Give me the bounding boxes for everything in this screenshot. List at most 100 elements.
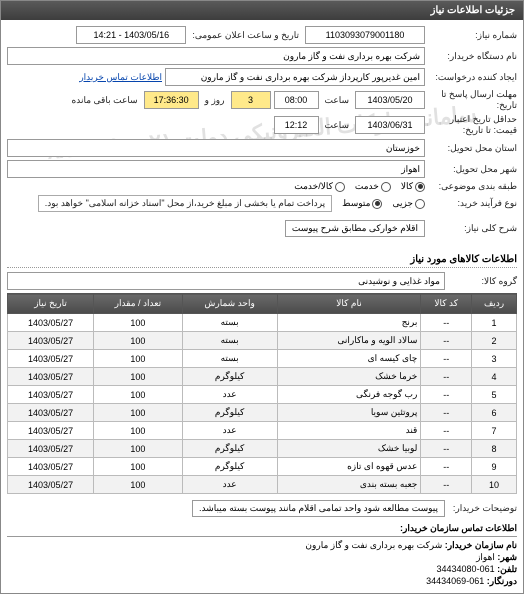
table-col-header: کد کالا <box>421 294 472 314</box>
table-cell: 100 <box>94 368 183 386</box>
send-deadline-days-label: روز و <box>202 95 228 106</box>
table-row: 9--عدس قهوه ای تازهکیلوگرم1001403/05/27 <box>8 458 517 476</box>
table-cell: 1403/05/27 <box>8 422 94 440</box>
table-cell: 7 <box>472 422 517 440</box>
send-deadline-days[interactable] <box>231 91 271 109</box>
city-label: شهر محل تحویل: <box>425 164 517 175</box>
table-cell: بسته <box>182 350 277 368</box>
city-field[interactable] <box>7 160 425 178</box>
proc-type-option-label: متوسط <box>342 198 370 209</box>
item-type-option-label: کالا/خدمت <box>294 181 333 192</box>
province-field[interactable] <box>7 139 425 157</box>
item-type-option-label: خدمت <box>355 181 379 192</box>
table-cell: 100 <box>94 332 183 350</box>
footer-tel-k: تلفن: <box>497 564 517 574</box>
table-row: 10--جعبه بسته بندیعدد1001403/05/27 <box>8 476 517 494</box>
footer-tel-v: 061-34434080 <box>437 564 495 574</box>
goods-group-field[interactable] <box>7 272 445 290</box>
table-cell: 3 <box>472 350 517 368</box>
announce-datetime-label: تاریخ و ساعت اعلان عمومی: <box>189 30 302 41</box>
send-deadline-date[interactable] <box>355 91 425 109</box>
table-cell: 100 <box>94 440 183 458</box>
table-row: 2--سالاد الویه و ماکارانیبسته1001403/05/… <box>8 332 517 350</box>
need-details-panel: جزئیات اطلاعات نیاز سامانه تدارکات الکتر… <box>0 0 524 594</box>
items-table: ردیفکد کالانام کالاواحد شمارشتعداد / مقد… <box>7 293 517 494</box>
panel-title: جزئیات اطلاعات نیاز <box>1 1 523 20</box>
footer-contact: اطلاعات تماس سازمان خریدار: نام سازمان خ… <box>7 523 517 587</box>
min-validity-time[interactable] <box>274 116 319 134</box>
radio-icon <box>381 182 391 192</box>
send-deadline-remain-label: ساعت باقی مانده <box>69 95 141 106</box>
table-row: 8--لوبیا خشککیلوگرم1001403/05/27 <box>8 440 517 458</box>
announce-datetime-field[interactable] <box>76 26 186 44</box>
proc-type-note: پرداخت تمام یا بخشی از مبلغ خرید،از محل … <box>38 195 332 212</box>
table-cell: 5 <box>472 386 517 404</box>
footer-fax-v: 061-34434069 <box>426 576 484 586</box>
table-cell: 1403/05/27 <box>8 314 94 332</box>
table-cell: 1403/05/27 <box>8 476 94 494</box>
item-type-option-1[interactable]: خدمت <box>355 181 391 192</box>
send-deadline-time[interactable] <box>274 91 319 109</box>
creator-field[interactable] <box>165 68 425 86</box>
table-body: 1--برنجبسته1001403/05/272--سالاد الویه و… <box>8 314 517 494</box>
table-cell: سالاد الویه و ماکارانی <box>277 332 421 350</box>
item-type-option-0[interactable]: کالا <box>401 181 425 192</box>
table-cell: 100 <box>94 314 183 332</box>
table-cell: -- <box>421 404 472 422</box>
general-desc-label: شرح کلی نیاز: <box>425 223 517 234</box>
table-cell: -- <box>421 350 472 368</box>
table-cell: پروتئین سویا <box>277 404 421 422</box>
table-cell: 1 <box>472 314 517 332</box>
table-cell: برنج <box>277 314 421 332</box>
proc-type-option-label: جزیی <box>392 198 413 209</box>
need-number-field[interactable] <box>305 26 425 44</box>
table-cell: 1403/05/27 <box>8 350 94 368</box>
table-row: 1--برنجبسته1001403/05/27 <box>8 314 517 332</box>
org-name-field[interactable] <box>7 47 425 65</box>
table-cell: 100 <box>94 386 183 404</box>
table-cell: بسته <box>182 314 277 332</box>
table-cell: -- <box>421 332 472 350</box>
footer-city-v: اهواز <box>476 552 495 562</box>
general-desc-value: اقلام خوارکی مطابق شرح پیوست <box>285 220 425 237</box>
footer-title: اطلاعات تماس سازمان خریدار: <box>7 523 517 537</box>
buyer-notes-value: پیوست مطالعه شود واحد تمامی اقلام مانند … <box>192 500 445 517</box>
proc-type-option-0[interactable]: جزیی <box>392 198 425 209</box>
table-cell: قند <box>277 422 421 440</box>
table-cell: 1403/05/27 <box>8 332 94 350</box>
proc-type-group: جزیی متوسط پرداخت تمام یا بخشی از مبلغ خ… <box>7 195 425 212</box>
footer-org-k: نام سازمان خریدار: <box>445 540 517 550</box>
min-validity-time-label: ساعت <box>322 120 353 131</box>
radio-icon <box>372 199 382 209</box>
item-type-option-2[interactable]: کالا/خدمت <box>294 181 345 192</box>
buyer-contact-link[interactable]: اطلاعات تماس خریدار <box>79 72 162 83</box>
table-cell: خرما خشک <box>277 368 421 386</box>
table-cell: 100 <box>94 350 183 368</box>
table-cell: عدد <box>182 422 277 440</box>
goods-group-label: گروه کالا: <box>445 276 517 287</box>
need-number-label: شماره نیاز: <box>425 30 517 41</box>
table-col-header: تاریخ نیاز <box>8 294 94 314</box>
send-deadline-label: مهلت ارسال پاسخ تا تاریخ: <box>425 89 517 111</box>
table-cell: 1403/05/27 <box>8 440 94 458</box>
footer-city-k: شهر: <box>497 552 517 562</box>
min-validity-date[interactable] <box>355 116 425 134</box>
table-cell: بسته <box>182 332 277 350</box>
creator-label: ایجاد کننده درخواست: <box>425 72 517 83</box>
table-cell: -- <box>421 476 472 494</box>
table-cell: 9 <box>472 458 517 476</box>
table-cell: 1403/05/27 <box>8 404 94 422</box>
table-cell: عدس قهوه ای تازه <box>277 458 421 476</box>
send-deadline-remain[interactable] <box>144 91 199 109</box>
table-cell: چای کیسه ای <box>277 350 421 368</box>
proc-type-option-1[interactable]: متوسط <box>342 198 382 209</box>
buyer-notes-label: توضیحات خریدار: <box>445 503 517 514</box>
table-col-header: ردیف <box>472 294 517 314</box>
radio-icon <box>335 182 345 192</box>
table-cell: 1403/05/27 <box>8 458 94 476</box>
table-cell: کیلوگرم <box>182 368 277 386</box>
table-col-header: نام کالا <box>277 294 421 314</box>
item-type-group: کالا خدمت کالا/خدمت <box>7 181 425 192</box>
province-label: استان محل تحویل: <box>425 143 517 154</box>
table-header-row: ردیفکد کالانام کالاواحد شمارشتعداد / مقد… <box>8 294 517 314</box>
